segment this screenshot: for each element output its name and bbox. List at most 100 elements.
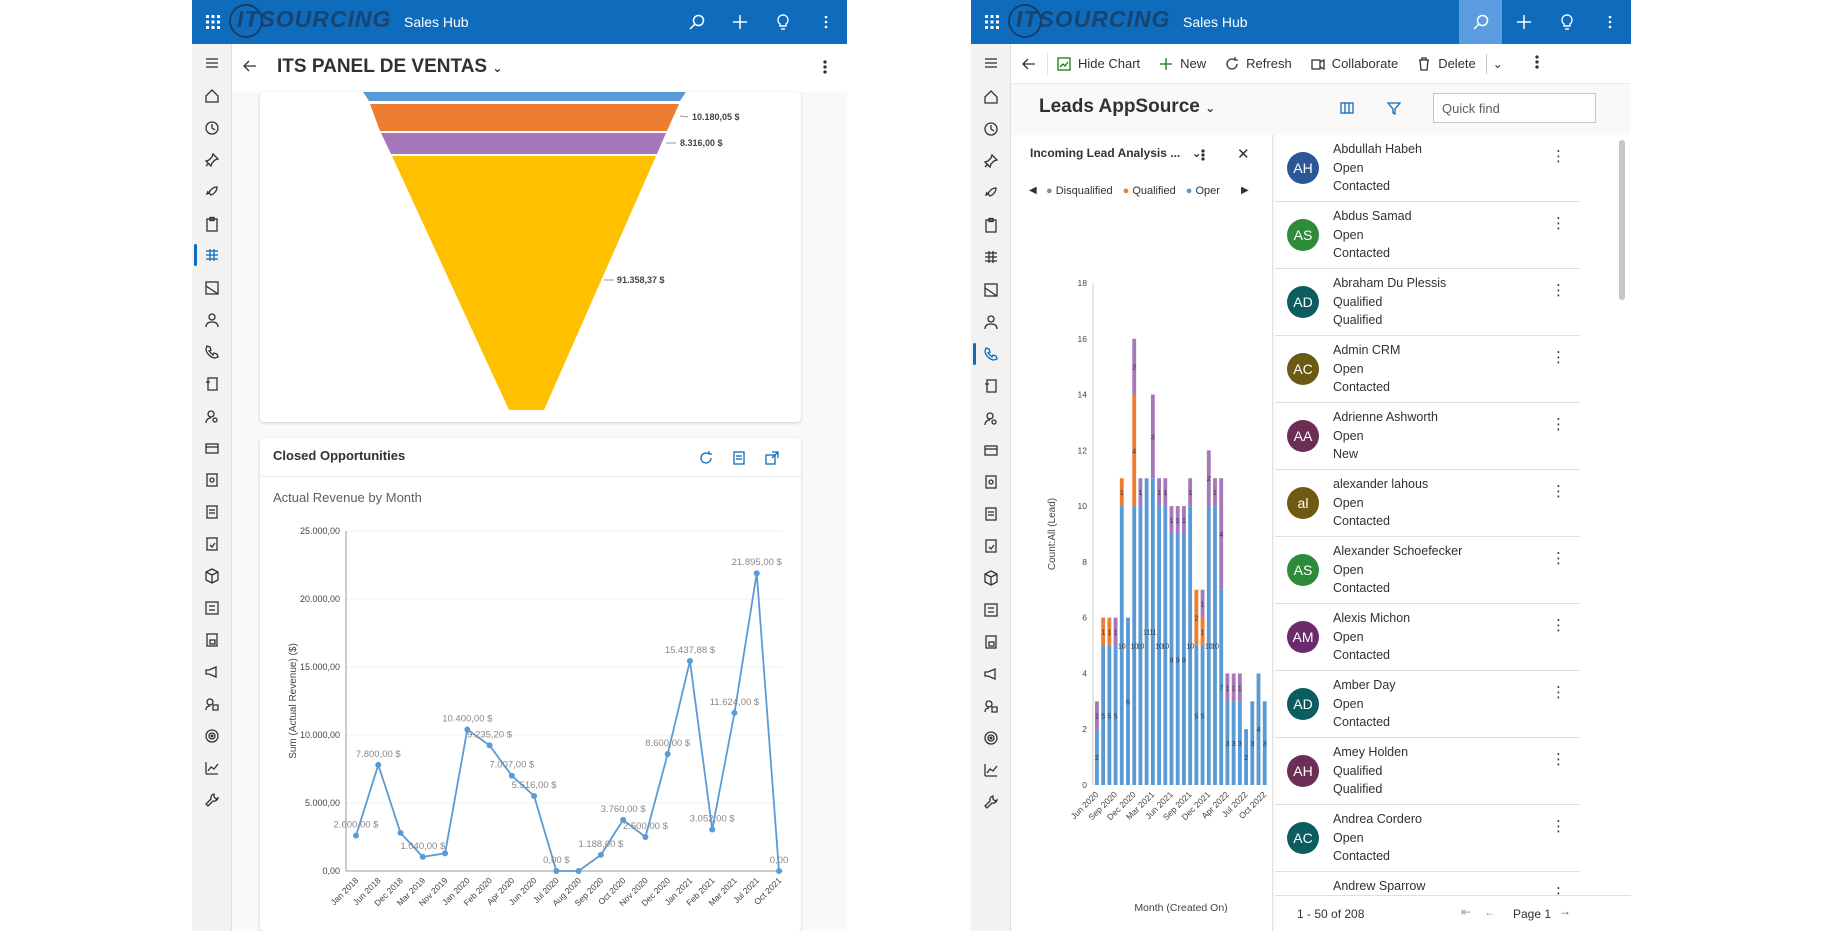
lightbulb-icon[interactable] xyxy=(761,0,804,44)
wrench-icon[interactable] xyxy=(979,791,1003,813)
first-page-icon[interactable]: ⇤ xyxy=(1461,905,1472,919)
lead-name[interactable]: Alexis Michon xyxy=(1333,611,1411,625)
lead-name[interactable]: alexander lahous xyxy=(1333,477,1429,491)
chart-more-icon[interactable] xyxy=(1195,147,1211,168)
row-more-icon[interactable]: ⋮ xyxy=(1551,416,1566,433)
invoice-icon[interactable] xyxy=(200,533,224,555)
contact-icon[interactable] xyxy=(979,311,1003,333)
forecast-icon[interactable] xyxy=(979,759,1003,781)
competitor-icon[interactable] xyxy=(979,695,1003,717)
package-icon[interactable] xyxy=(979,567,1003,589)
dashboard-more-icon[interactable] xyxy=(817,59,833,80)
order-icon[interactable] xyxy=(200,501,224,523)
lead-row[interactable]: AH Amey Holden Qualified Qualified ⋮ xyxy=(1275,738,1580,805)
recent-icon[interactable] xyxy=(979,118,1003,140)
row-more-icon[interactable]: ⋮ xyxy=(1551,550,1566,567)
lead-name[interactable]: Abraham Du Plessis xyxy=(1333,276,1447,290)
lead-name[interactable]: Andrea Cordero xyxy=(1333,812,1422,826)
user-search-icon[interactable] xyxy=(979,407,1003,429)
user-search-icon[interactable] xyxy=(200,405,224,427)
chart-selector[interactable]: Incoming Lead Analysis ... ⌄ xyxy=(1030,146,1202,160)
row-more-icon[interactable]: ⋮ xyxy=(1551,349,1566,366)
hamburger-icon[interactable] xyxy=(979,52,1003,74)
legend-qualified[interactable]: ● Qualified xyxy=(1122,185,1176,197)
edit-columns-icon[interactable] xyxy=(1339,100,1355,121)
lead-name[interactable]: Alexander Schoefecker xyxy=(1333,544,1463,558)
app-name[interactable]: Sales Hub xyxy=(1183,14,1248,30)
document-icon[interactable] xyxy=(200,373,224,395)
lead-row[interactable]: AD Amber Day Open Contacted ⋮ xyxy=(1275,671,1580,738)
lead-row[interactable]: AA Adrienne Ashworth Open New ⋮ xyxy=(1275,403,1580,470)
lead-row[interactable]: AH Abdullah Habeh Open Contacted ⋮ xyxy=(1275,135,1580,202)
forecast-icon[interactable] xyxy=(200,757,224,779)
rocket-icon[interactable] xyxy=(979,182,1003,204)
row-more-icon[interactable]: ⋮ xyxy=(1551,483,1566,500)
chevron-down-icon[interactable]: ⌄ xyxy=(1205,101,1216,115)
refresh-button[interactable]: Refresh xyxy=(1224,56,1292,72)
search-icon[interactable] xyxy=(1459,0,1502,44)
row-more-icon[interactable]: ⋮ xyxy=(1551,885,1566,895)
home-icon[interactable] xyxy=(200,85,224,107)
row-more-icon[interactable]: ⋮ xyxy=(1551,818,1566,835)
invoice-icon[interactable] xyxy=(979,535,1003,557)
pricelist-icon[interactable] xyxy=(200,597,224,619)
refresh-icon[interactable] xyxy=(698,450,714,471)
expand-icon[interactable] xyxy=(764,450,780,471)
lead-name[interactable]: Admin CRM xyxy=(1333,343,1401,357)
overflow-more-icon[interactable] xyxy=(1529,54,1545,73)
quote-icon[interactable] xyxy=(979,471,1003,493)
order-icon[interactable] xyxy=(979,503,1003,525)
lead-row[interactable]: AC Andrea Cordero Open Contacted ⋮ xyxy=(1275,805,1580,872)
pricelist-icon[interactable] xyxy=(979,599,1003,621)
sales-icon[interactable] xyxy=(200,277,224,299)
delete-button[interactable]: Delete xyxy=(1416,56,1476,72)
phone-icon[interactable] xyxy=(200,341,224,363)
report-icon[interactable] xyxy=(979,631,1003,653)
wrench-icon[interactable] xyxy=(200,789,224,811)
lead-row[interactable]: AM Alexis Michon Open Contacted ⋮ xyxy=(1275,604,1580,671)
lightbulb-icon[interactable] xyxy=(1545,0,1588,44)
view-records-icon[interactable] xyxy=(731,450,747,471)
funnel-segment-4[interactable] xyxy=(392,156,656,410)
more-icon[interactable] xyxy=(1588,0,1631,44)
lead-name[interactable]: Abdus Samad xyxy=(1333,209,1412,223)
app-launcher-icon[interactable] xyxy=(192,0,234,44)
document-icon[interactable] xyxy=(979,375,1003,397)
recent-icon[interactable] xyxy=(200,117,224,139)
filter-icon[interactable] xyxy=(1386,100,1402,121)
row-more-icon[interactable]: ⋮ xyxy=(1551,148,1566,165)
chevron-down-icon[interactable]: ⌄ xyxy=(1191,146,1202,160)
new-button[interactable]: New xyxy=(1158,56,1206,72)
leads-phone-icon[interactable] xyxy=(979,343,1003,365)
back-arrow-icon[interactable] xyxy=(242,58,258,79)
lead-row[interactable]: al alexander lahous Open Contacted ⋮ xyxy=(1275,470,1580,537)
clipboard-icon[interactable] xyxy=(979,214,1003,236)
chevron-down-icon[interactable]: ⌄ xyxy=(1492,56,1503,71)
previous-page-icon[interactable]: ← xyxy=(1484,905,1496,919)
funnel-segment-3[interactable] xyxy=(381,133,666,154)
app-name[interactable]: Sales Hub xyxy=(404,14,469,30)
lead-name[interactable]: Abdullah Habeh xyxy=(1333,142,1422,156)
goal-icon[interactable] xyxy=(200,725,224,747)
collaborate-button[interactable]: Collaborate xyxy=(1310,56,1398,72)
view-title[interactable]: Leads AppSource ⌄ xyxy=(1039,96,1216,117)
lead-row[interactable]: AS Alexander Schoefecker Open Contacted ⋮ xyxy=(1275,537,1580,604)
funnel-segment-top[interactable] xyxy=(363,92,686,101)
product-icon[interactable] xyxy=(200,437,224,459)
competitor-icon[interactable] xyxy=(200,693,224,715)
lead-row[interactable]: AD Abraham Du Plessis Qualified Qualified ⋮ xyxy=(1275,269,1580,336)
goal-icon[interactable] xyxy=(979,727,1003,749)
lead-row[interactable]: AS Abdus Samad Open Contacted ⋮ xyxy=(1275,202,1580,269)
home-icon[interactable] xyxy=(979,86,1003,108)
row-more-icon[interactable]: ⋮ xyxy=(1551,751,1566,768)
megaphone-icon[interactable] xyxy=(200,661,224,683)
back-arrow-icon[interactable] xyxy=(1011,56,1047,72)
legend-prev-icon[interactable]: ◀ xyxy=(1029,185,1037,196)
next-page-icon[interactable]: → xyxy=(1559,904,1571,918)
row-more-icon[interactable]: ⋮ xyxy=(1551,215,1566,232)
row-more-icon[interactable]: ⋮ xyxy=(1551,282,1566,299)
clipboard-icon[interactable] xyxy=(200,213,224,235)
plus-icon[interactable] xyxy=(718,0,761,44)
legend-next-icon[interactable]: ▶ xyxy=(1241,185,1249,196)
app-launcher-icon[interactable] xyxy=(971,0,1013,44)
